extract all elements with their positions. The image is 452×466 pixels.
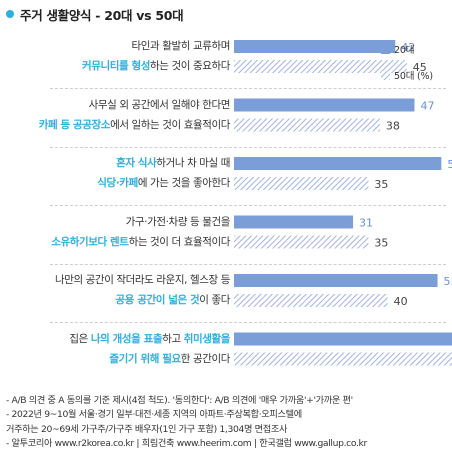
data-label: 35 [374, 237, 388, 250]
data-label: 54 [447, 158, 452, 171]
category-label-line: 가구·가전·차량 등 물건을 [125, 215, 231, 229]
bar-50s [234, 294, 388, 307]
label-text: 한 공간이다 [180, 352, 231, 365]
bar-20s [234, 215, 354, 229]
data-label: 31 [359, 217, 373, 230]
label-text: 하는 것이 중요하다 [150, 60, 230, 72]
bar-50s [234, 60, 407, 73]
label-text: 사무실 외 공간에서 일해야 한다면 [88, 98, 231, 111]
category-label-line: 커뮤니티를 형성하는 것이 중요하다 [82, 59, 230, 73]
legend-item-20: 20대 [381, 42, 433, 56]
highlight-text: 소유하기보다 렌트 [51, 235, 129, 248]
bar-50s [234, 118, 380, 132]
label-text: 나만의 공간이 작더라도 라운지, 헬스장 등 [54, 274, 230, 286]
label-text: 하고 [162, 332, 184, 345]
data-label: 38 [386, 120, 400, 133]
chart-title-row: 주거 생활양식 - 20대 vs 50대 [6, 6, 184, 23]
label-text: 가구·가전·차량 등 물건을 [125, 215, 231, 228]
footnote-line: - 알투코리아 www.r2korea.co.kr | 희림건축 www.hee… [6, 437, 367, 449]
data-label: 35 [374, 178, 388, 191]
category-label-line: 집은 나의 개성을 표출하고 취미생활을 [69, 332, 230, 346]
legend: 20대 50대 (%) [381, 42, 433, 94]
highlight-text: 공용 공간이 넓은 것 [115, 294, 200, 306]
bullet-dot-icon [6, 10, 14, 18]
bar-20s [234, 157, 442, 170]
category-label-line: 타인과 활발히 교류하며 [131, 39, 231, 53]
highlight-text: 나의 개성을 표출 [90, 332, 163, 345]
category-label-line: 공용 공간이 넓은 것이 좋다 [115, 293, 230, 307]
data-label: 47 [420, 100, 434, 113]
category-label-line: 혼자 식사하거나 차 마실 때 [116, 156, 230, 170]
footnote-line: - 2022년 9~10월 서울·경기 일부·대전·세종 지역의 아파트·주상복… [6, 409, 302, 421]
footnotes: - A/B 의견 중 A 동의를 기준 제시(4점 척도). '동의한다': A… [6, 394, 367, 451]
legend-label: 50대 (%) [394, 71, 433, 82]
highlight-text: 식당·카페 [97, 177, 138, 189]
chart-plot: 424547385435313553406265 [234, 40, 452, 366]
legend-swatch-solid-icon [381, 44, 390, 54]
row-divider [50, 88, 446, 89]
bar-20s [234, 98, 415, 112]
category-label-line: 식당·카페에 가는 것을 좋아한다 [97, 176, 230, 190]
category-label-line: 소유하기보다 렌트하는 것이 더 효율적이다 [51, 235, 230, 249]
data-label: 40 [394, 295, 408, 308]
label-text: 에 가는 것을 좋아한다 [137, 177, 231, 189]
legend-item-50: 50대 (%) [381, 68, 433, 82]
label-text: 이 좋다 [199, 294, 230, 306]
highlight-text: 혼자 식사 [116, 157, 157, 169]
bar-50s [234, 235, 369, 249]
data-label: 53 [444, 275, 452, 288]
label-text: 하거나 차 마실 때 [156, 157, 230, 169]
category-label-line: 카페 등 공공장소에서 일하는 것이 효율적이다 [38, 118, 231, 132]
bar-50s [234, 352, 452, 366]
data-label: 42 [401, 41, 415, 54]
row-divider [50, 205, 446, 206]
highlight-text: 즐기기 위해 필요 [109, 352, 181, 365]
label-text: 집은 [69, 332, 91, 345]
label-text: 에서 일하는 것이 효율적이다 [110, 118, 230, 131]
bar-20s [234, 274, 438, 287]
highlight-text: 취미생활을 [183, 332, 231, 345]
highlight-text: 카페 등 공공장소 [38, 118, 111, 131]
category-label-line: 즐기기 위해 필요한 공간이다 [109, 352, 230, 366]
label-text: 타인과 활발히 교류하며 [131, 40, 231, 52]
label-text: 하는 것이 더 효율적이다 [128, 235, 231, 248]
bar-20s [234, 332, 452, 346]
row-divider [50, 263, 446, 265]
row-divider [50, 146, 446, 148]
legend-label: 20대 [394, 45, 415, 56]
bar-20s [234, 40, 396, 53]
bar-50s [234, 177, 369, 190]
row-divider [50, 322, 446, 323]
category-label-line: 나만의 공간이 작더라도 라운지, 헬스장 등 [55, 273, 230, 287]
chart-title: 주거 생활양식 - 20대 vs 50대 [20, 7, 184, 23]
highlight-text: 커뮤니티를 형성 [81, 60, 151, 72]
footnote-line: 거주하는 20~69세 가구주/가구주 배우자(1인 가구 포함) 1,304명… [6, 423, 288, 435]
data-label: 45 [413, 61, 427, 74]
footnote-line: - A/B 의견 중 A 동의를 기준 제시(4점 척도). '동의한다': A… [6, 395, 353, 406]
category-label-line: 사무실 외 공간에서 일해야 한다면 [88, 98, 231, 112]
legend-swatch-hatched-icon [381, 70, 390, 80]
